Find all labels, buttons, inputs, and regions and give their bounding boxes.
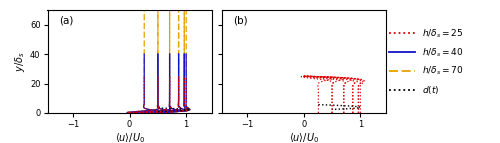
Legend: $h/\delta_s = 25$, $h/\delta_s = 40$, $h/\delta_s = 70$, $d(t)$: $h/\delta_s = 25$, $h/\delta_s = 40$, $h… [386,24,467,99]
Y-axis label: $y/\delta_s$: $y/\delta_s$ [13,51,27,72]
X-axis label: $\langle u \rangle /U_0$: $\langle u \rangle /U_0$ [114,132,144,143]
Text: (b): (b) [233,15,248,25]
Text: (a): (a) [59,15,74,25]
X-axis label: $\langle u \rangle /U_0$: $\langle u \rangle /U_0$ [288,132,319,143]
